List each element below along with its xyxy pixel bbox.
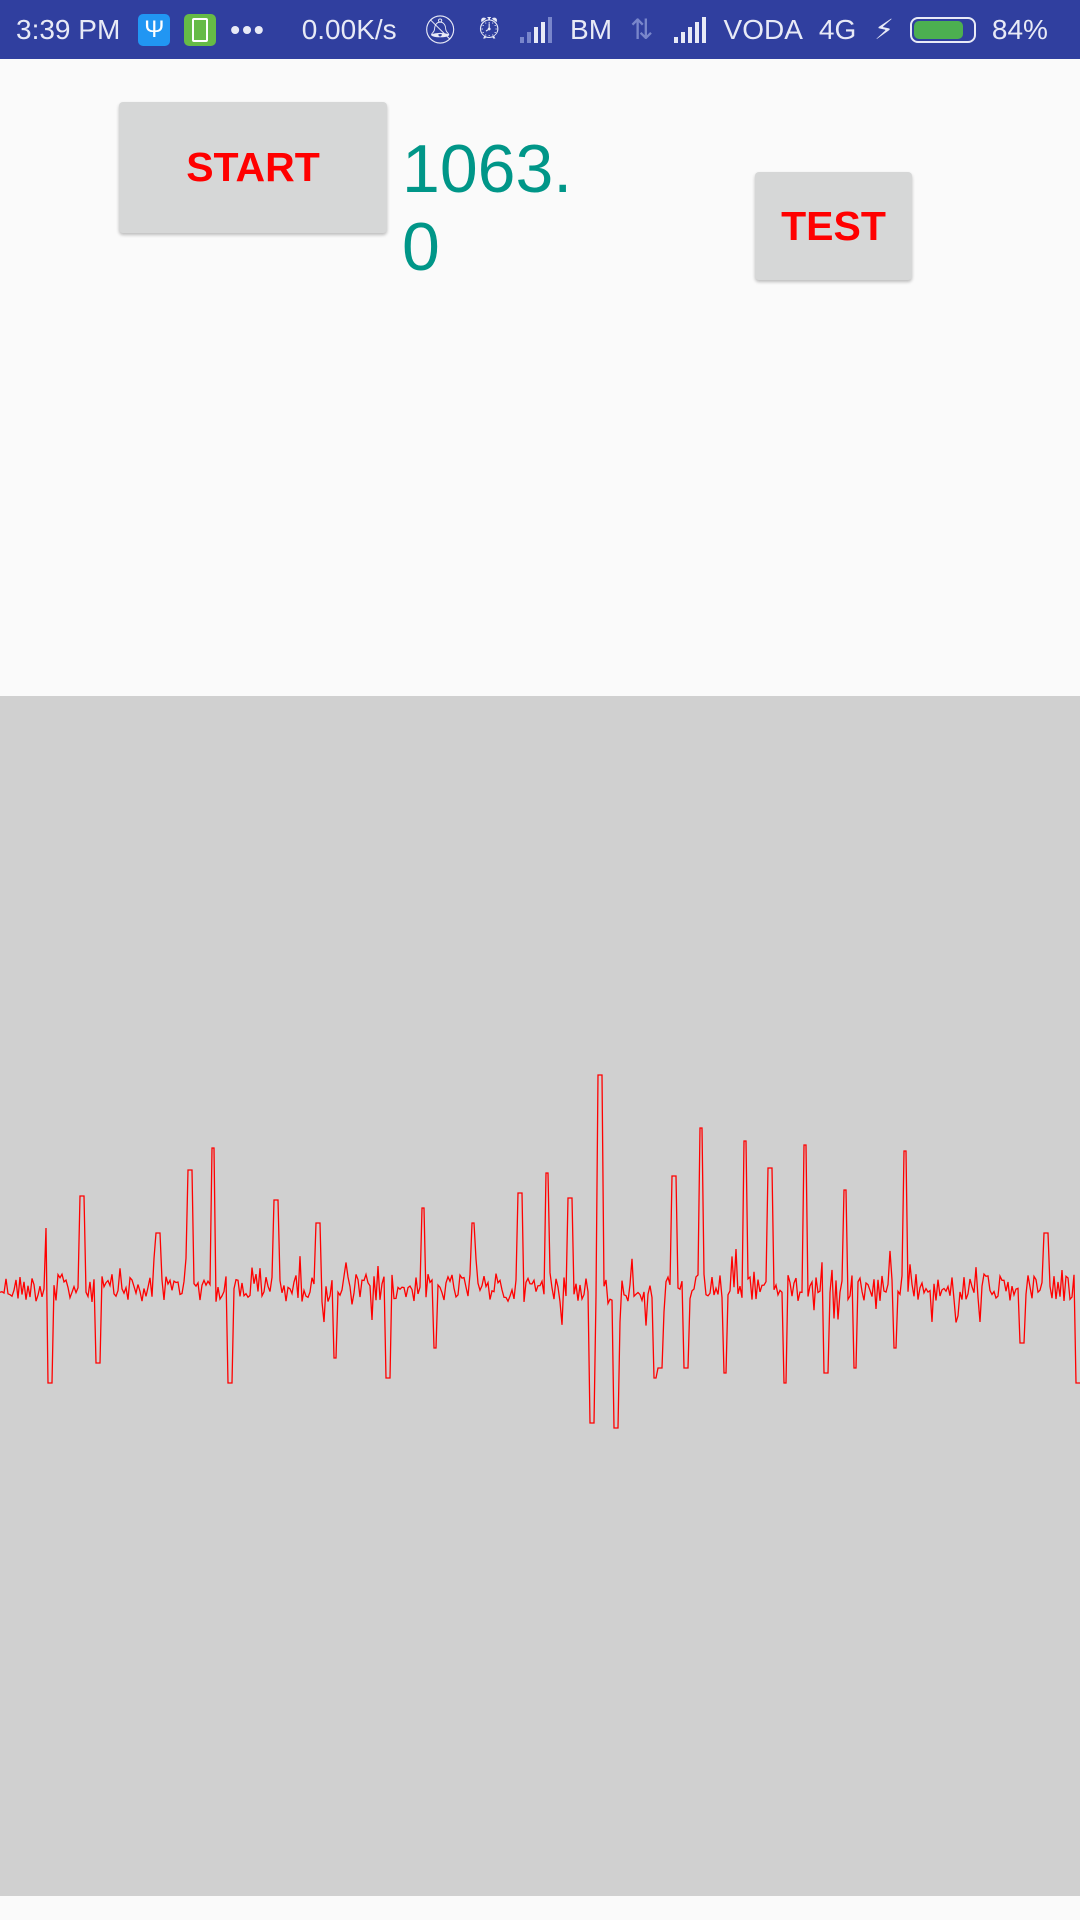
battery-saver-icon [184,13,217,46]
usb-icon: Ψ [138,13,171,46]
test-button[interactable]: TEST [755,172,912,280]
charging-icon: ⚡︎ [874,14,894,45]
signal-full-icon [673,16,706,43]
vibrate-off-icon: 🔕︎ [422,14,459,45]
carrier-2: VODA [723,13,803,45]
alarm-icon: ⏰︎ [478,13,501,44]
more-notifications-icon: ••• [230,13,266,45]
bottom-strip [0,1896,1080,1920]
network-type: 4G [818,13,857,45]
waveform-graph [0,1074,1080,1429]
reading-value: 1063.0 [402,131,573,285]
signal-weak-icon [520,16,553,43]
data-transfer-icon: ⇅ [630,14,654,45]
battery-icon [909,16,976,43]
battery-percent: 84% [991,13,1048,45]
carrier-1: BM [570,13,613,45]
start-button[interactable]: START [119,102,387,233]
status-bar: 3:39 PM Ψ ••• 0.00K/s 🔕︎ ⏰︎ BM ⇅ VODA 4G… [0,0,1080,59]
waveform-trace [0,1074,1080,1429]
status-time: 3:39 PM [16,13,121,45]
network-speed: 0.00K/s [301,13,397,45]
waveform-panel [0,696,1080,1896]
